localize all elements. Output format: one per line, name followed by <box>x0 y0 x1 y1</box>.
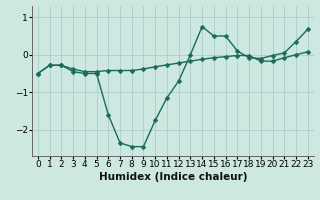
X-axis label: Humidex (Indice chaleur): Humidex (Indice chaleur) <box>99 172 247 182</box>
